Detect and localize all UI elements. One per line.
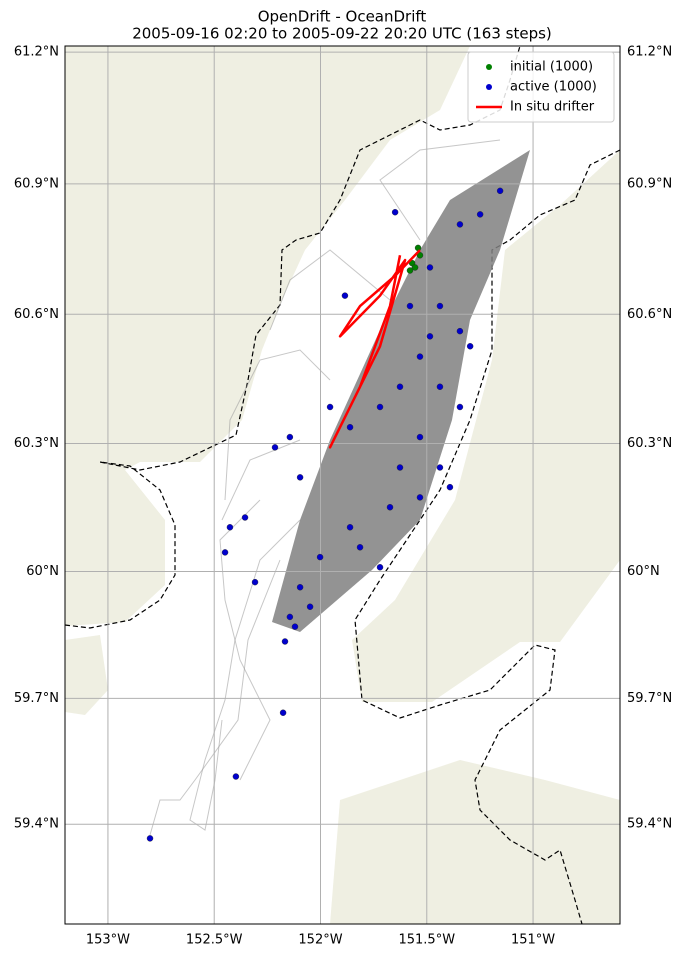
particle: [286, 433, 294, 441]
x-tick-label: 152°W: [298, 933, 342, 948]
y-tick-label: 59.4°N: [14, 817, 59, 832]
particle: [476, 211, 484, 218]
particle: [281, 638, 289, 645]
y-tick-label: 60.9°N: [14, 176, 59, 191]
particle: [296, 474, 304, 481]
legend-label: active (1000): [510, 80, 597, 95]
particle: [232, 773, 240, 780]
particle: [406, 302, 414, 310]
frame: [64, 45, 621, 925]
particle: [426, 333, 434, 340]
y-tick-label: 60°N: [26, 564, 59, 579]
land: [65, 635, 108, 715]
particle: [279, 709, 287, 716]
x-tick-label: 153°W: [86, 933, 130, 948]
particle: [396, 464, 404, 471]
y-tick-label: 60°N: [627, 564, 660, 579]
legend-swatch: [486, 64, 492, 70]
legend-label: In situ drifter: [510, 100, 595, 115]
particle: [251, 578, 259, 586]
particle: [496, 187, 504, 195]
particle: [436, 464, 444, 471]
x-tick-label: 151°W: [511, 933, 555, 948]
particle: [416, 494, 424, 501]
boundary: [354, 149, 620, 924]
particle: [408, 259, 416, 267]
particle: [376, 564, 384, 571]
land: [330, 760, 620, 924]
data: [146, 187, 504, 842]
particle: [436, 383, 444, 390]
map-layer: [65, 46, 620, 924]
particle: [346, 524, 354, 531]
particle: [271, 444, 279, 451]
trajectory: [189, 519, 301, 831]
particle: [436, 302, 444, 310]
particle: [296, 584, 304, 591]
particle: [414, 244, 422, 252]
y-tick-label: 60.6°N: [627, 307, 672, 322]
trajectory: [224, 349, 331, 501]
y-tick-label: 61.2°N: [14, 45, 59, 60]
trajectory-swarm: [272, 150, 530, 632]
trajectory: [149, 559, 281, 836]
x-tick-label: 151.5°W: [398, 933, 455, 948]
y-tick-label: 59.7°N: [14, 691, 59, 706]
particle: [426, 264, 434, 271]
particle: [416, 353, 424, 360]
particle: [376, 403, 384, 411]
land: [352, 150, 620, 702]
legend-label: initial (1000): [510, 60, 593, 75]
y-tick-label: 59.4°N: [627, 817, 672, 832]
particle: [416, 252, 424, 259]
chart-title: OpenDrift - OceanDrift: [258, 8, 427, 26]
y-tick-label: 60.3°N: [627, 436, 672, 451]
drifter-track: [328, 249, 421, 449]
grid: 153°W 152.5°W 152°W 151.5°W 151°W 59.4°N 59.4°…: [14, 45, 672, 948]
particle: [456, 403, 464, 411]
trajectory: [219, 499, 271, 781]
y-tick-label: 59.7°N: [627, 691, 672, 706]
particle: [446, 483, 454, 491]
y-tick-label: 60.3°N: [14, 436, 59, 451]
particle: [396, 383, 404, 390]
particle: [241, 514, 249, 521]
particle: [306, 603, 314, 610]
particle: [391, 209, 399, 216]
particle: [416, 433, 424, 441]
trajectory: [269, 249, 391, 331]
particle: [346, 423, 354, 431]
y-tick-label: 60.6°N: [14, 307, 59, 322]
particle: [221, 549, 229, 556]
particle: [326, 403, 334, 411]
trajectory: [221, 439, 301, 521]
particle: [456, 221, 464, 228]
particle: [341, 292, 349, 299]
land: [65, 46, 470, 626]
legend-box: [467, 51, 615, 123]
chart-subtitle: 2005-09-16 02:20 to 2005-09-22 20:20 UTC…: [132, 25, 552, 43]
particle: [316, 553, 324, 561]
boundary: [65, 46, 521, 629]
trajectory: [379, 139, 501, 241]
particle: [356, 544, 364, 551]
particle: [286, 613, 294, 621]
legend-swatch: [486, 84, 492, 90]
y-tick-label: 60.9°N: [627, 176, 672, 191]
y-tick-label: 61.2°N: [627, 45, 672, 60]
particle: [226, 524, 234, 531]
particle: [291, 623, 299, 630]
particle: [411, 264, 419, 271]
particle: [406, 267, 414, 274]
x-tick-label: 152.5°W: [186, 933, 243, 948]
legend: initial (1000) active (1000) In situ drift…: [467, 51, 615, 123]
particle: [456, 327, 464, 335]
particle: [386, 504, 394, 511]
particle: [466, 343, 474, 350]
particle: [146, 835, 154, 842]
